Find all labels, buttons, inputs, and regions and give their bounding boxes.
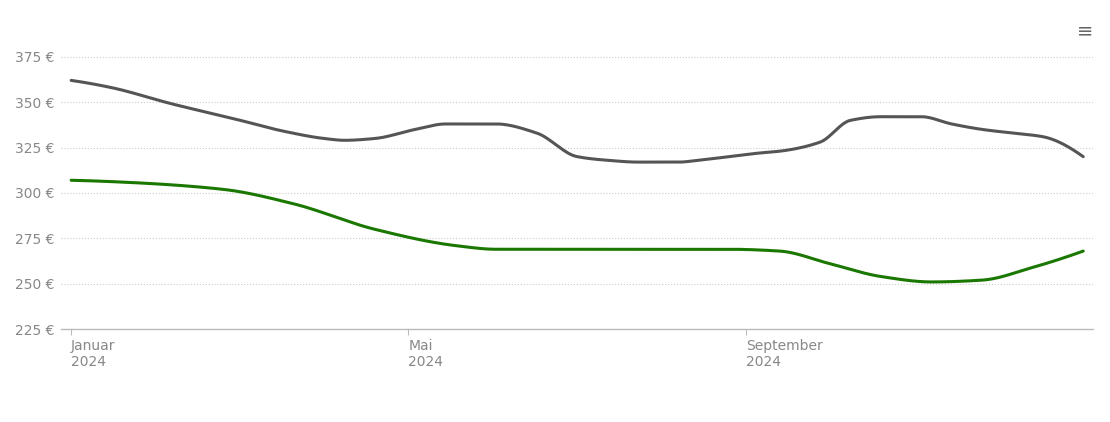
Text: ≡: ≡	[1077, 21, 1093, 40]
